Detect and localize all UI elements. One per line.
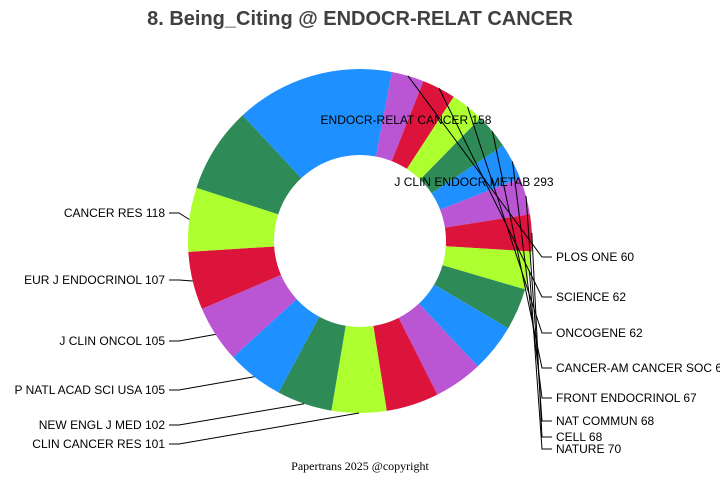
slice-label-science: SCIENCE 62 <box>556 290 626 304</box>
slice-label-nature: NATURE 70 <box>556 442 621 456</box>
slice-label-plos-one: PLOS ONE 60 <box>556 250 634 264</box>
leader-j-clin-oncol <box>169 333 216 342</box>
slice-label-j-clin-oncol: J CLIN ONCOL 105 <box>59 334 165 348</box>
slice-j-clin-oncol <box>201 274 297 358</box>
slice-cell <box>444 214 533 252</box>
slice-label-p-natl-acad-sci-usa: P NATL ACAD SCI USA 105 <box>14 383 165 397</box>
slice-label-cell: CELL 68 <box>556 430 603 444</box>
copyright-footer: Papertrans 2025 @copyright <box>291 459 429 473</box>
slice-cancers <box>398 303 478 395</box>
slice-nat-commun <box>440 178 530 228</box>
leader-new-engl-j-med <box>169 403 305 426</box>
slice-thyroid <box>373 317 438 411</box>
slice-label-new-engl-j-med: NEW ENGL J MED 102 <box>39 418 166 432</box>
leader-cancer-am-cancer-soc <box>491 131 552 369</box>
leader-plos-one <box>407 75 552 258</box>
leader-cancer-res <box>169 212 190 220</box>
leader-eur-j-endocrinol <box>169 279 193 282</box>
slice-label-j-biol-chem: J BIOL CHEM 77 <box>556 0 648 3</box>
slice-label-front-endocrinol: FRONT ENDOCRINOL 67 <box>556 391 697 405</box>
slice-front-endocrinol <box>431 145 521 210</box>
leader-cell <box>531 232 552 438</box>
slice-label-clin-cancer-res: CLIN CANCER RES 101 <box>32 437 165 451</box>
leader-p-natl-acad-sci-usa <box>169 376 255 391</box>
slice-label-j-clin-endocr-metab: J CLIN ENDOCR METAB 293 <box>394 175 553 189</box>
slice-label-thyroid: THYROID 97 <box>556 0 627 3</box>
leader-science <box>438 88 552 298</box>
slice-label-cancer-res: CANCER RES 118 <box>64 206 165 220</box>
slice-label-endocr-relat-cancer: ENDOCR-RELAT CANCER 158 <box>321 113 492 127</box>
slice-label-cancer-am-cancer-soc: CANCER-AM CANCER SOC 65 <box>556 361 720 375</box>
leader-nat-commun <box>525 195 552 422</box>
leader-lines-group <box>169 75 552 450</box>
slice-science <box>391 81 454 169</box>
slice-clin-cancer-res <box>331 325 387 413</box>
slice-j-biol-chem <box>434 265 526 329</box>
leader-front-endocrinol <box>512 161 552 399</box>
chart-title: 8. Being_Citing @ ENDOCR-RELAT CANCER <box>147 8 573 30</box>
labels-group: ENDOCR-RELAT CANCER 158 J CLIN ENDOCR MET… <box>14 0 720 456</box>
slice-endocrinology <box>418 284 509 367</box>
slice-label-endocrinology: ENDOCRINOLOGY 89 <box>556 0 679 3</box>
slice-label-eur-j-endocrinol: EUR J ENDOCRINOL 107 <box>24 273 165 287</box>
slice-p-natl-acad-sci-usa <box>233 299 320 393</box>
slice-nature <box>442 246 532 290</box>
slice-endocr-relat-cancer <box>196 115 302 215</box>
slice-cancer-res <box>188 187 279 252</box>
slice-eur-j-endocrinol <box>188 246 281 309</box>
slices-group <box>188 69 533 413</box>
slice-j-clin-endocr-metab <box>242 69 392 179</box>
leader-clin-cancer-res <box>169 412 360 445</box>
slice-label-oncogene: ONCOGENE 62 <box>556 326 643 340</box>
slice-cancer-am-cancer-soc <box>420 118 504 194</box>
slice-label-nat-commun: NAT COMMUN 68 <box>556 414 655 428</box>
leader-nature <box>528 270 552 450</box>
slice-new-engl-j-med <box>278 316 346 411</box>
leader-oncogene <box>467 106 552 334</box>
slice-oncogene <box>406 96 481 180</box>
slice-plos-one <box>375 71 424 162</box>
